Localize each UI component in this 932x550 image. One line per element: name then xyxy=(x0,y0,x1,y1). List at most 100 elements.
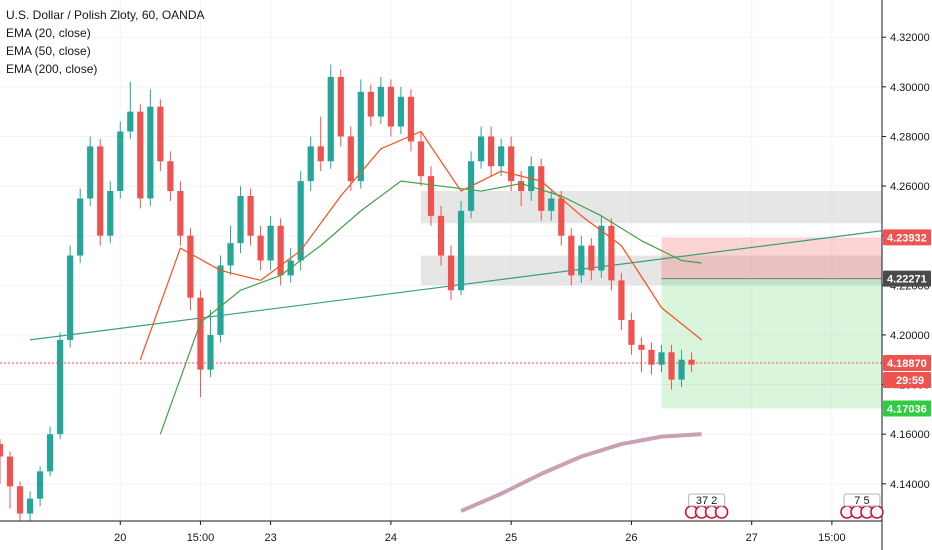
candle-body xyxy=(477,136,485,162)
candle-body xyxy=(117,131,124,192)
event-badge xyxy=(688,493,726,507)
candle-body xyxy=(377,86,384,117)
candle-body xyxy=(157,106,164,162)
candle-body xyxy=(247,195,254,236)
candle xyxy=(57,332,64,440)
candle-body xyxy=(508,146,515,182)
candle xyxy=(207,310,214,378)
candle xyxy=(488,126,495,177)
time-tick-label: 23 xyxy=(264,532,276,544)
chart-legend: U.S. Dollar / Polish Zloty, 60, OANDA EM… xyxy=(6,6,205,78)
candle xyxy=(157,99,164,172)
time-tick-label: 27 xyxy=(746,532,758,544)
candle-body xyxy=(177,191,184,236)
candle-body xyxy=(167,161,174,192)
candle-body xyxy=(608,225,615,281)
candle-body xyxy=(628,320,635,345)
price-tick-label: 4.14000 xyxy=(890,479,930,491)
candle xyxy=(457,200,465,296)
candle-body xyxy=(97,146,104,236)
candle-body xyxy=(127,111,134,132)
candle xyxy=(347,126,354,192)
candle-body xyxy=(518,181,525,192)
price-tick-label: 4.30000 xyxy=(890,82,930,94)
candle xyxy=(357,79,364,189)
candle-body xyxy=(217,265,224,335)
ema50-legend[interactable]: EMA (50, close) xyxy=(6,44,91,58)
candle-body xyxy=(187,235,194,298)
candle-body xyxy=(588,245,595,271)
candle xyxy=(307,136,314,192)
candle xyxy=(97,138,104,246)
time-tick-label: 26 xyxy=(625,532,637,544)
candle-body xyxy=(648,349,655,365)
candle-body xyxy=(638,344,645,350)
candle xyxy=(477,126,485,169)
target-price-tag-bg xyxy=(883,400,931,417)
candle xyxy=(187,228,194,311)
entry-price-tag: 4.22271 xyxy=(883,270,931,287)
candle xyxy=(117,121,124,199)
candle xyxy=(668,344,675,390)
price-tick-label: 4.26000 xyxy=(890,181,930,193)
stop-price-tag-text: 4.23932 xyxy=(887,232,927,244)
candle xyxy=(77,188,84,263)
candle xyxy=(638,337,645,373)
time-tick-label: 15:00 xyxy=(818,532,846,544)
candle-body xyxy=(77,198,84,256)
countdown-tag: 29:59 xyxy=(883,371,931,388)
target-price-tag-text: 4.17036 xyxy=(887,403,927,415)
candle xyxy=(588,238,595,281)
last-price-tag: 4.18870 xyxy=(883,354,931,371)
price-tick-label: 4.28000 xyxy=(890,131,930,143)
target-price-tag: 4.17036 xyxy=(883,400,931,417)
event-marker-1[interactable]: 37 2 xyxy=(684,493,729,519)
candle-body xyxy=(558,198,565,236)
candle xyxy=(127,81,134,139)
candle-body xyxy=(397,96,405,127)
entry-price-tag-bg xyxy=(883,270,931,287)
ema20-legend[interactable]: EMA (20, close) xyxy=(6,26,91,40)
candle-body xyxy=(488,136,495,167)
candle xyxy=(237,186,244,254)
candle-body xyxy=(337,76,344,137)
candle-body xyxy=(447,255,455,291)
candle xyxy=(0,439,4,484)
ema20-line xyxy=(139,130,702,360)
candle-body xyxy=(367,91,374,117)
candle-body xyxy=(87,146,94,199)
candle xyxy=(618,272,625,330)
candle-body xyxy=(417,141,425,177)
time-tick-label: 20 xyxy=(114,532,126,544)
candle-body xyxy=(437,215,445,256)
event-marker-2[interactable]: 7 5 xyxy=(840,493,884,519)
candle xyxy=(6,451,14,509)
candle-body xyxy=(618,280,625,321)
candle-body xyxy=(407,96,415,142)
candle-body xyxy=(347,136,354,182)
event-badge xyxy=(843,493,881,507)
price-tick-label: 4.32000 xyxy=(890,32,930,44)
ema200-legend[interactable]: EMA (200, close) xyxy=(6,62,98,76)
candle xyxy=(427,166,435,226)
symbol-title[interactable]: U.S. Dollar / Polish Zloty, 60, OANDA xyxy=(6,8,205,22)
candle-body xyxy=(668,352,675,380)
candle-body xyxy=(317,146,324,162)
candle xyxy=(337,69,344,147)
candle-body xyxy=(47,434,54,472)
candle xyxy=(177,181,184,246)
candle-body xyxy=(688,359,695,365)
candle xyxy=(548,191,555,221)
candle xyxy=(568,228,575,286)
candle xyxy=(598,215,605,278)
candle xyxy=(36,466,44,507)
candle-body xyxy=(578,245,585,276)
candle xyxy=(377,76,384,125)
time-tick-label: 24 xyxy=(385,532,397,544)
candle-body xyxy=(427,176,435,216)
candle xyxy=(47,426,54,477)
candle-body xyxy=(0,444,4,457)
take-profit-area xyxy=(661,278,882,409)
